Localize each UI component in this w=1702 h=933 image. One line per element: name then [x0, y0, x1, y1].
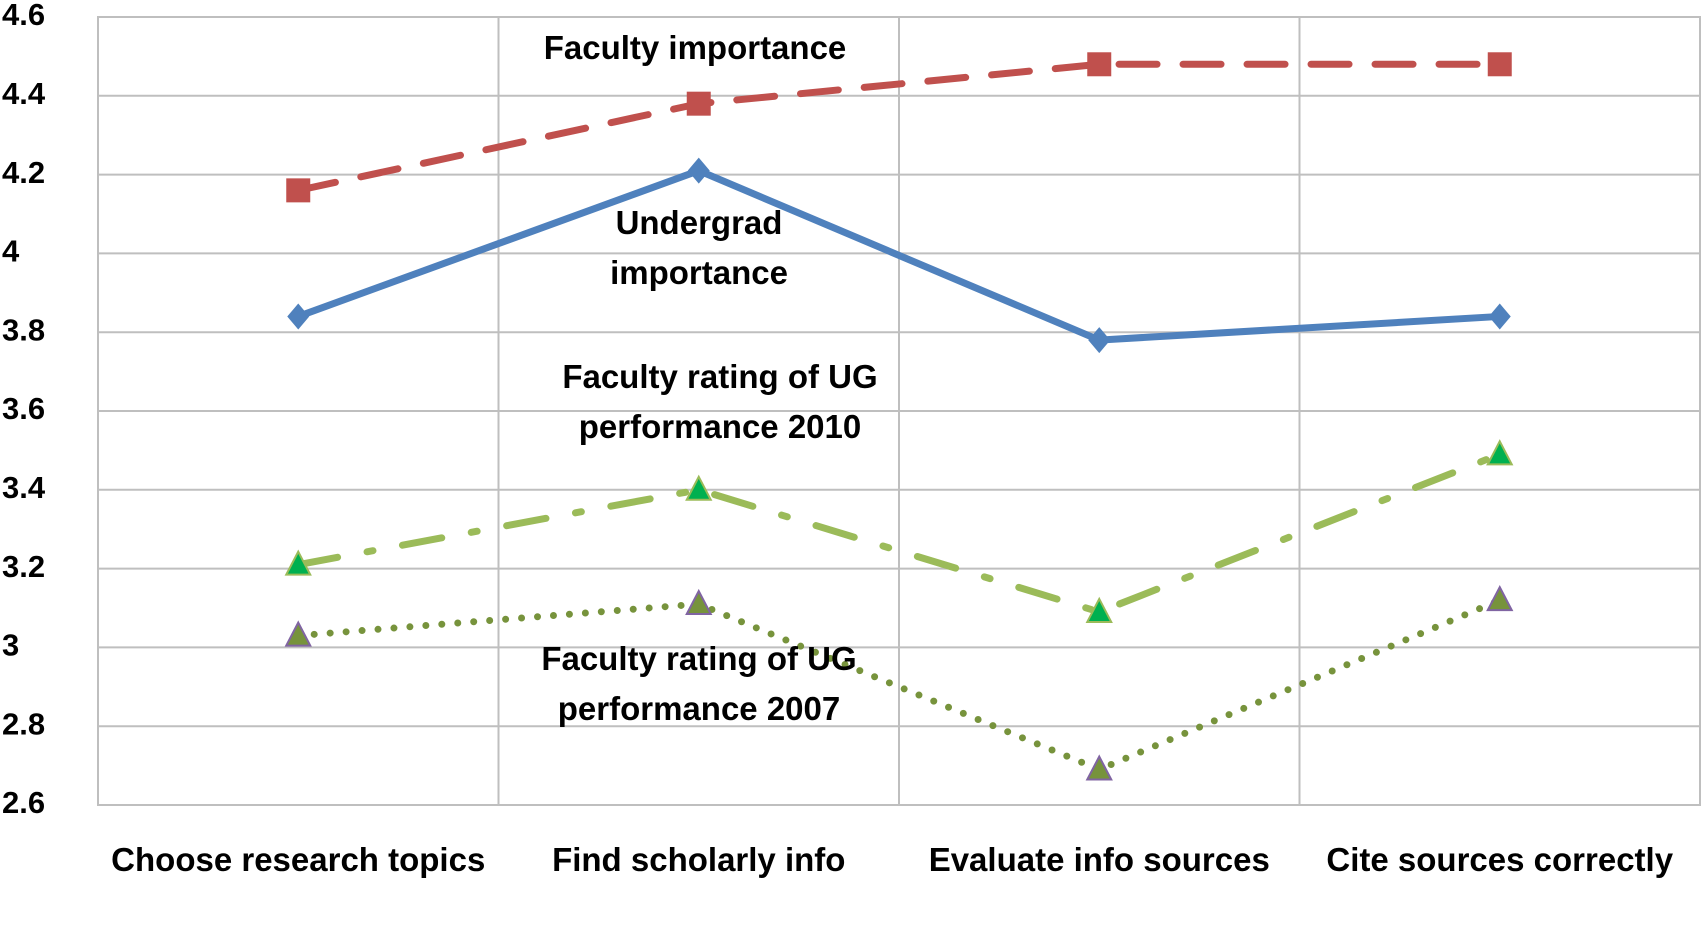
x-tick-label: Find scholarly info — [552, 841, 846, 878]
y-tick-label: 3.4 — [2, 470, 46, 505]
y-tick-label: 2.6 — [2, 785, 45, 820]
marker — [1488, 303, 1511, 330]
marker — [685, 474, 713, 501]
x-tick-label: Choose research topics — [111, 841, 486, 878]
marker — [284, 620, 312, 647]
x-tick-label: Cite sources correctly — [1326, 841, 1674, 878]
y-tick-label: 2.8 — [2, 706, 45, 741]
y-tick-label: 4.4 — [2, 76, 46, 111]
y-tick-label: 3.2 — [2, 549, 45, 584]
y-tick-label: 3.8 — [2, 312, 45, 347]
series-line — [294, 60, 1504, 194]
marker — [687, 157, 710, 184]
y-tick-label: 4 — [2, 234, 20, 269]
marker — [1088, 327, 1111, 354]
y-tick-label: 4.6 — [2, 0, 45, 32]
marker — [1487, 52, 1512, 77]
series-label: Faculty rating of UG performance 2010 — [562, 358, 878, 445]
y-tick-label: 4.2 — [2, 155, 45, 190]
marker — [287, 303, 310, 330]
marker — [1085, 596, 1113, 623]
series-line — [294, 166, 1504, 344]
marker — [1085, 754, 1113, 781]
plot-border — [97, 16, 1701, 806]
marker — [284, 549, 312, 576]
marker — [686, 91, 711, 116]
marker — [1486, 439, 1514, 466]
series-line — [294, 596, 1504, 774]
series-label: Faculty rating of UG performance 2007 — [541, 640, 857, 727]
marker — [286, 178, 311, 203]
y-tick-label: 3.6 — [2, 391, 45, 426]
series-label: Undergrad importance — [610, 204, 788, 291]
marker — [685, 588, 713, 616]
x-tick-label: Evaluate info sources — [928, 841, 1270, 878]
marker — [1486, 584, 1514, 612]
y-tick-label: 3 — [2, 628, 19, 663]
series-label: Faculty importance — [543, 29, 847, 66]
marker — [1087, 52, 1112, 77]
